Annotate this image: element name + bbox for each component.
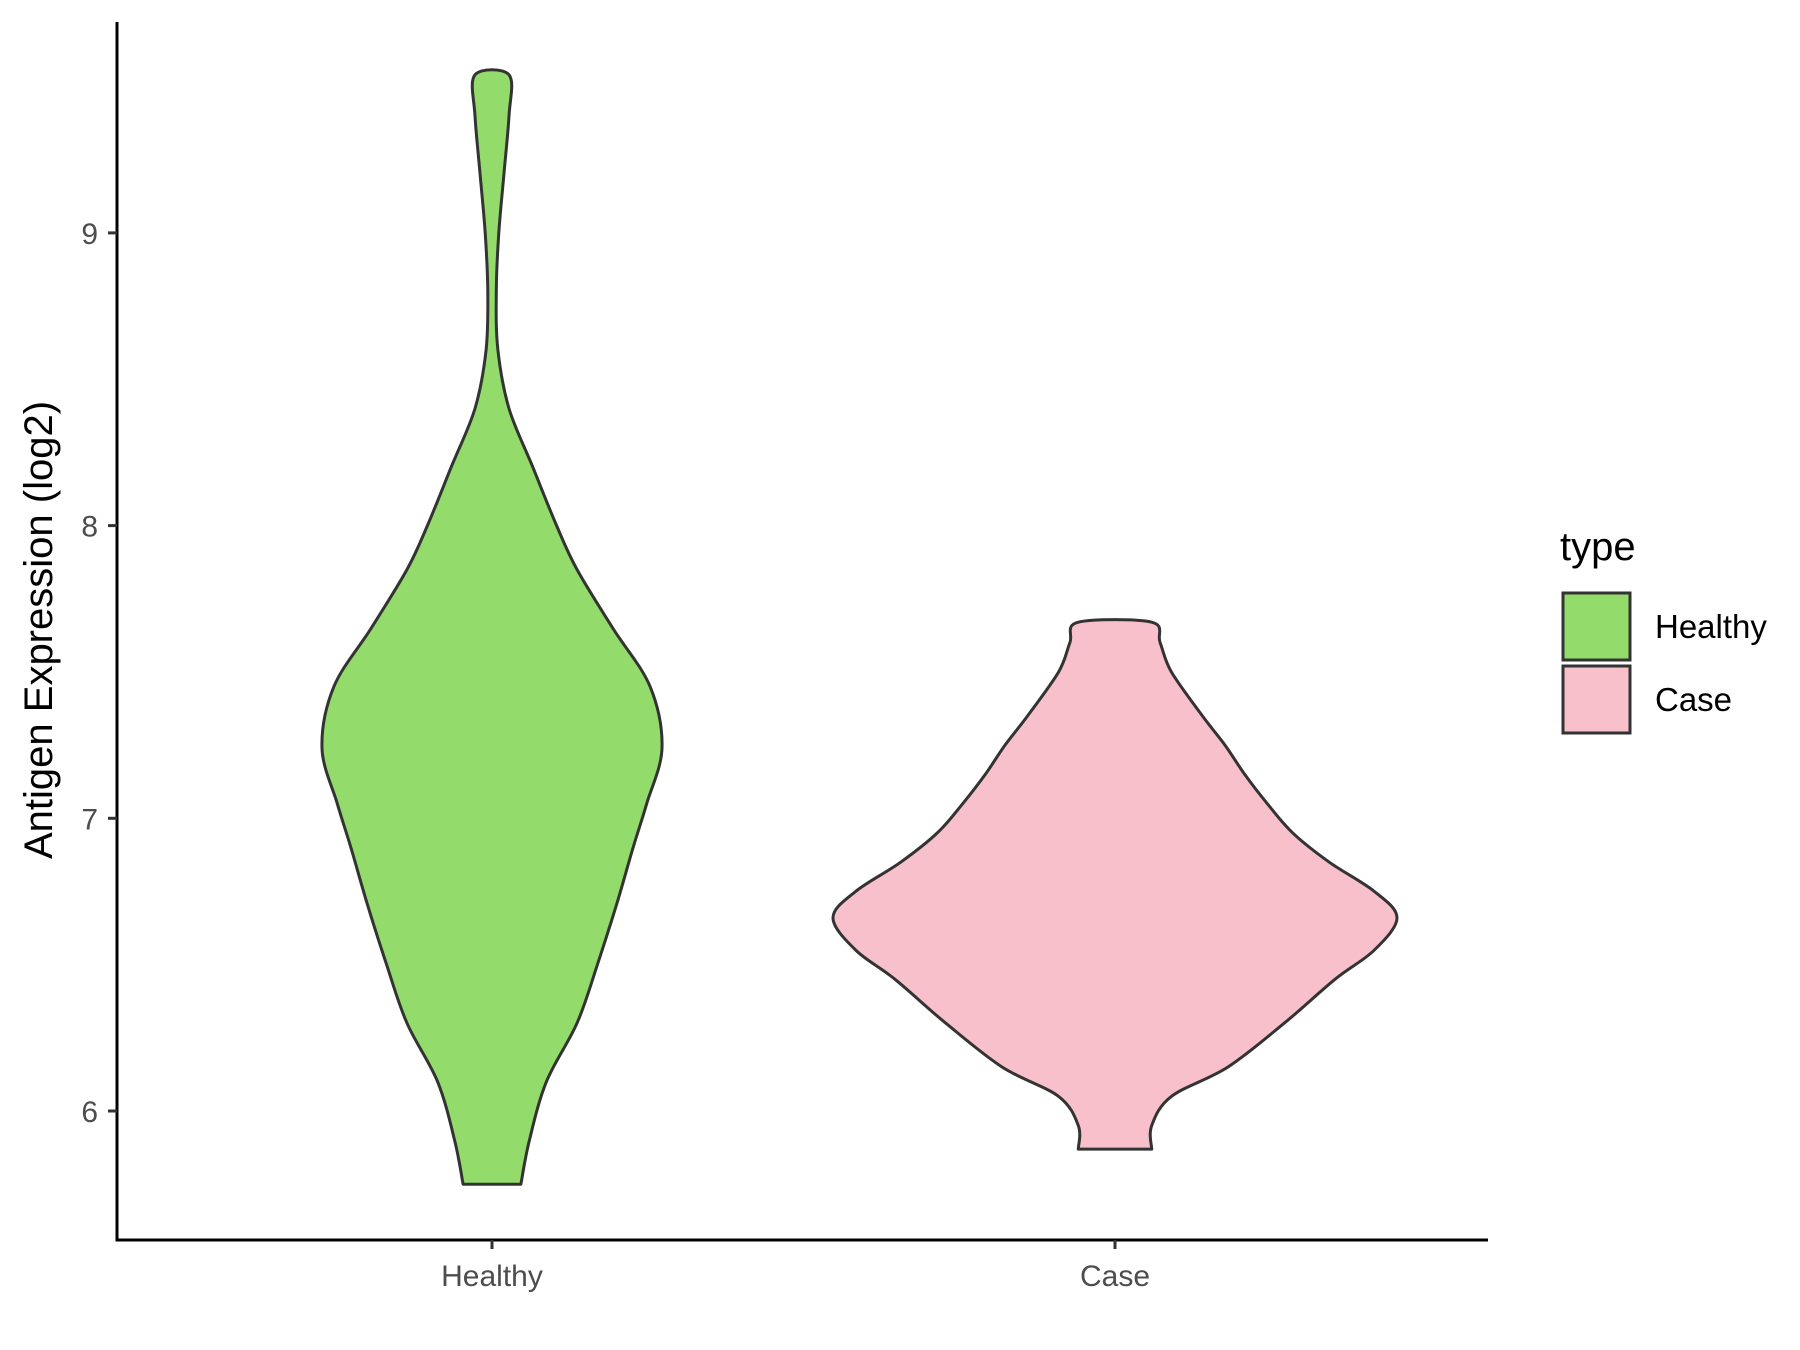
y-tick-label: 9 [81,218,98,251]
legend-key-healthy [1561,591,1632,662]
legend-label-case: Case [1655,681,1732,718]
legend-label-healthy: Healthy [1655,608,1767,645]
y-tick-label: 6 [81,1096,98,1129]
x-tick-label: Case [1080,1260,1150,1293]
y-axis-title: Antigen Expression (log2) [17,401,61,859]
y-tick-label: 7 [81,803,98,836]
axes-layer: 6 7 8 9 Healthy Case [81,22,1488,1293]
legend: type Healthy Case [1560,525,1767,735]
violin-case [831,618,1399,1151]
violins-layer [320,68,1399,1186]
y-tick-label: 8 [81,511,98,544]
x-tick-label: Healthy [441,1260,543,1293]
violin-healthy [320,68,664,1186]
legend-key-case [1561,664,1632,735]
legend-title: type [1560,525,1636,569]
